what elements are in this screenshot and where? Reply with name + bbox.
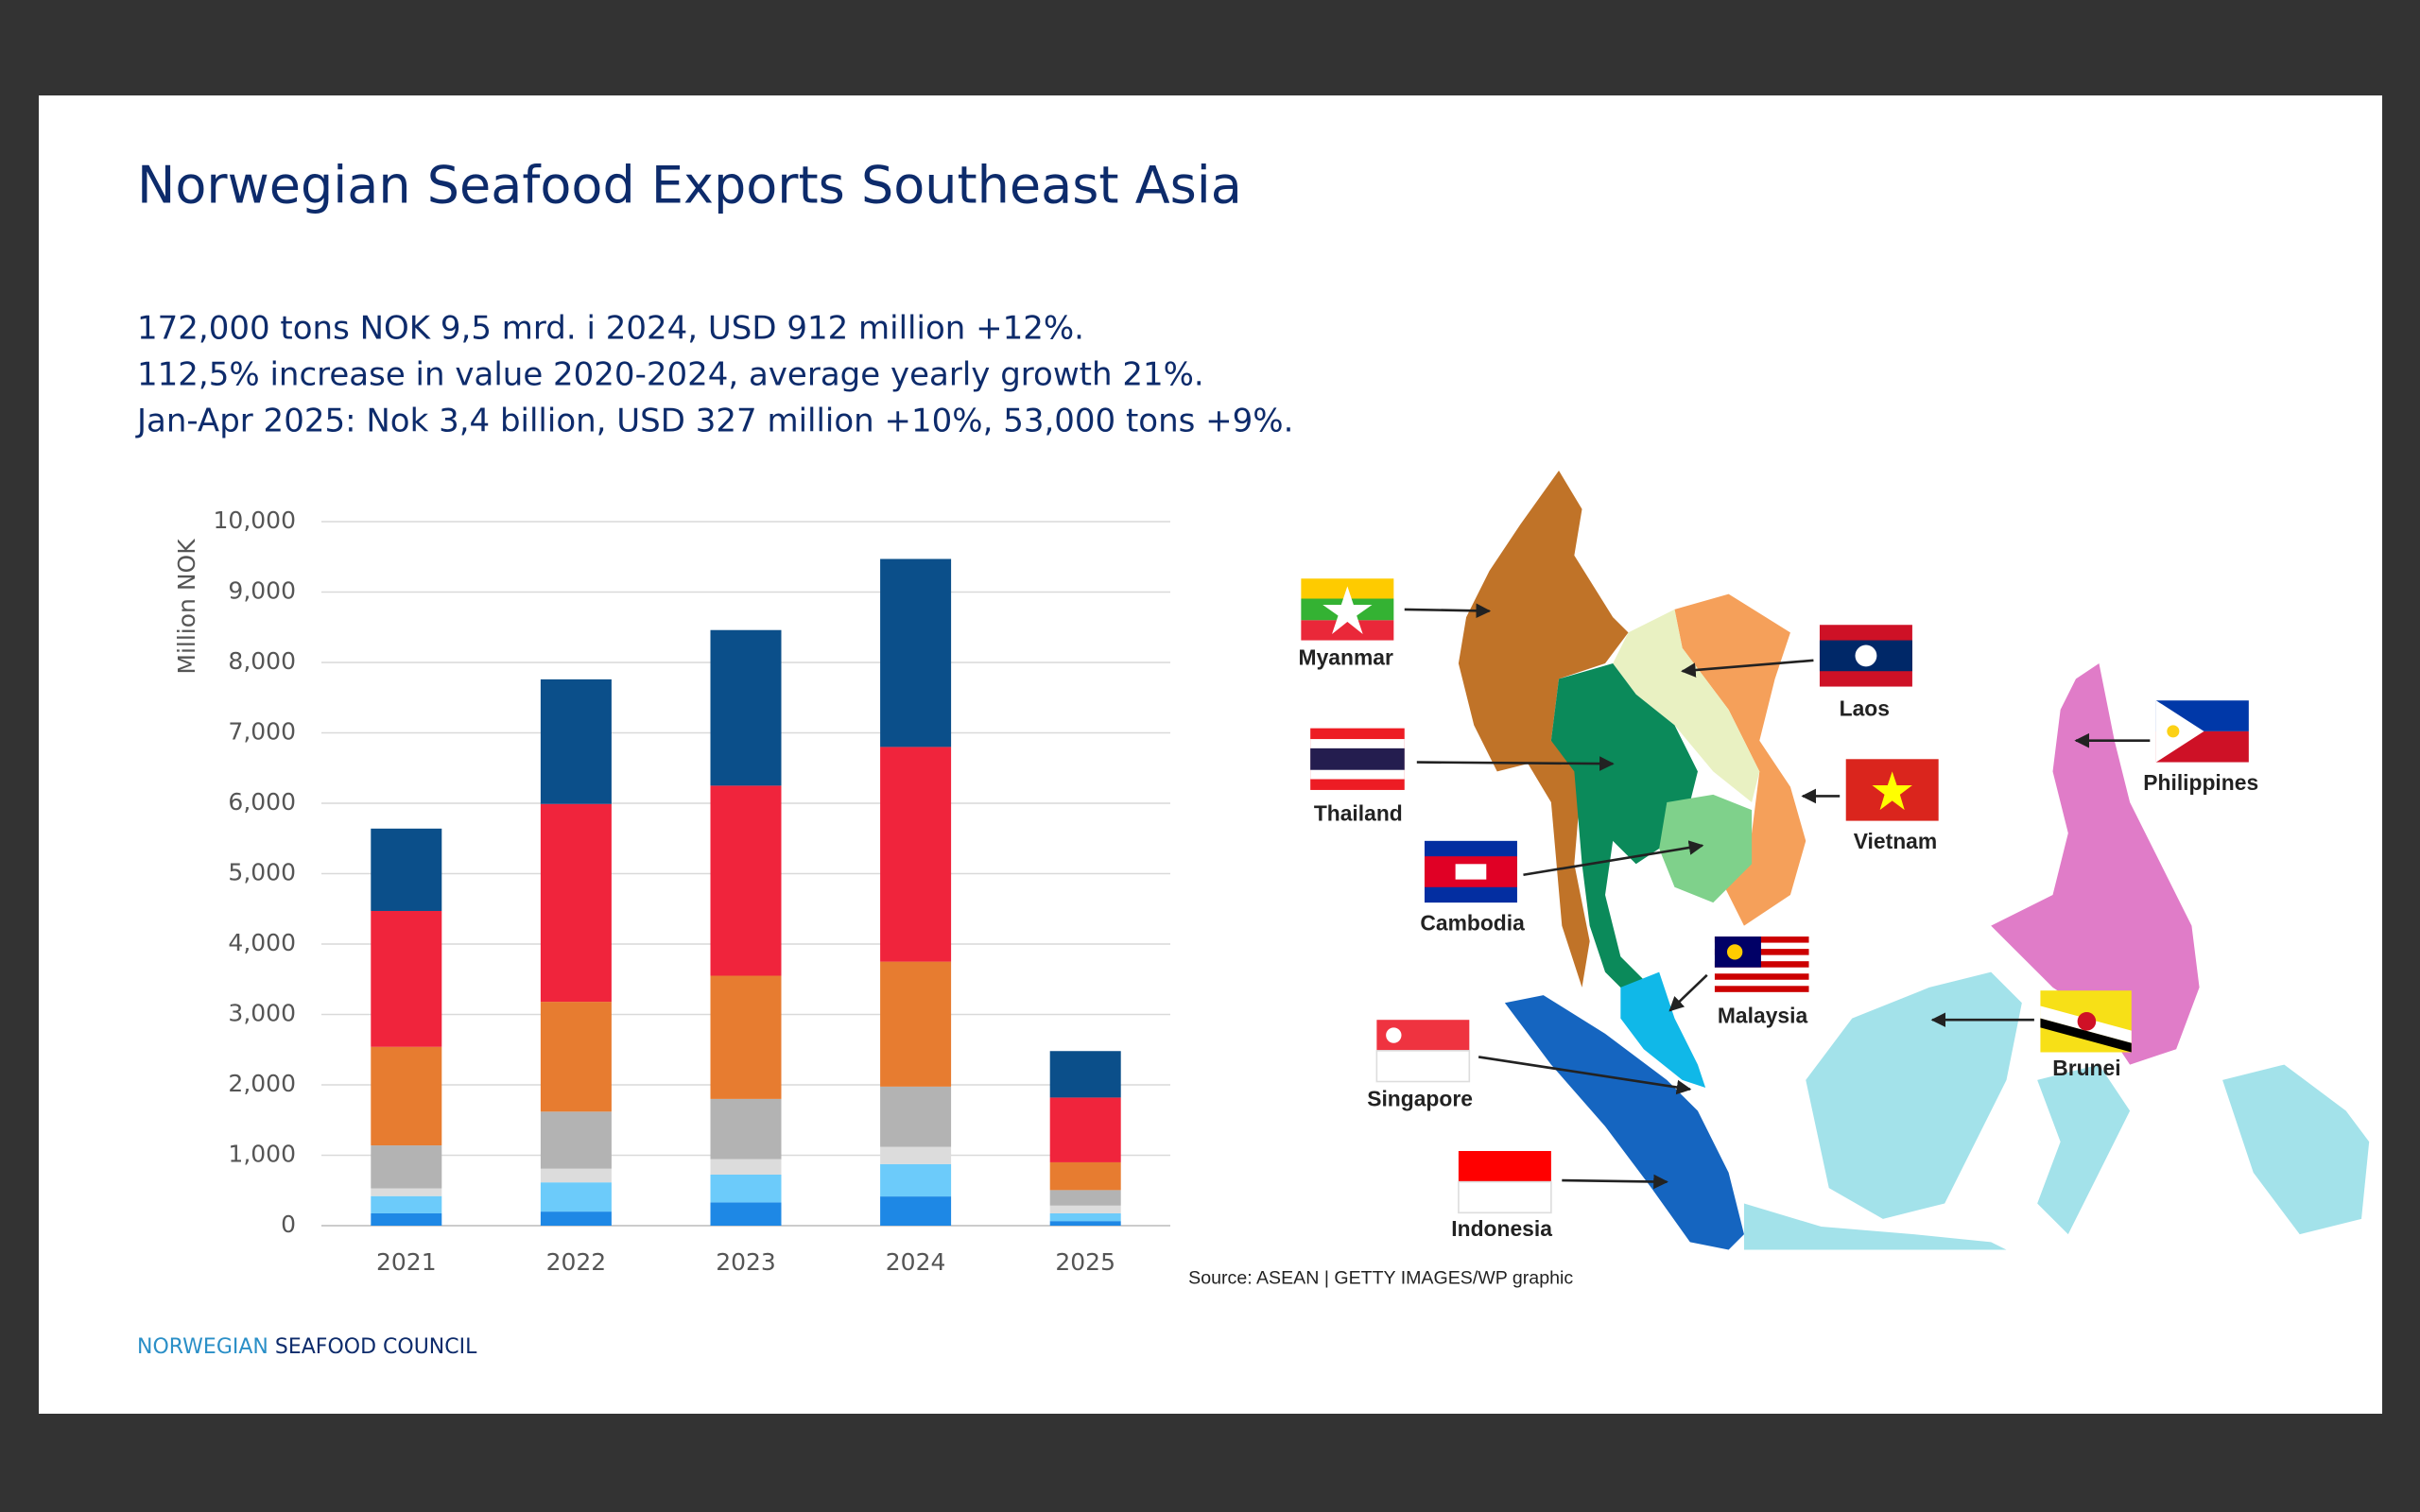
bar-segment: [371, 910, 442, 1047]
bar-segment: [710, 1202, 782, 1226]
slide-title: Norwegian Seafood Exports Southeast Asia: [137, 156, 1242, 215]
flag: [1819, 625, 1912, 687]
flag: [1458, 1150, 1552, 1214]
bar-segment: [1049, 1212, 1121, 1222]
footer-brand: SEAFOOD COUNCIL: [275, 1335, 477, 1359]
source: Source: ASEAN | GETTY IMAGES/WP graphic: [1188, 1267, 1573, 1288]
bar-segment: [880, 1086, 952, 1147]
country-label: Brunei: [2052, 1056, 2120, 1080]
bar-segment: [1049, 1205, 1121, 1213]
bar-segment: [1049, 1190, 1121, 1206]
bar-segment: [710, 1174, 782, 1203]
bar-segment: [371, 1195, 442, 1213]
bar-segment: [1049, 1161, 1121, 1191]
x-tick-label: 2023: [716, 1248, 776, 1276]
myanmar: [1458, 470, 1629, 988]
bar-segment: [540, 1211, 612, 1226]
bar-segment: [710, 629, 782, 786]
country-label: Malaysia: [1718, 1003, 1808, 1027]
bar-segment: [880, 1196, 952, 1226]
bar-segment: [540, 1002, 612, 1112]
bar-segment: [371, 828, 442, 911]
y-tick-label: 0: [281, 1211, 296, 1238]
bar-segment: [710, 785, 782, 976]
sulawesi: [2037, 1064, 2131, 1235]
x-tick-label: 2025: [1055, 1248, 1115, 1276]
y-tick-label: 8,000: [228, 647, 296, 675]
y-tick-label: 3,000: [228, 1000, 296, 1027]
y-axis-label: Million NOK: [173, 539, 200, 675]
flag: [1424, 840, 1517, 903]
bar-segment: [710, 1159, 782, 1175]
papua: [2222, 1064, 2370, 1235]
bar-segment: [540, 679, 612, 804]
country-label: Laos: [1840, 696, 1890, 721]
bar-segment: [880, 558, 952, 747]
vietnam: [1674, 593, 1806, 926]
malaysia: [1620, 971, 1706, 1089]
country-label: Indonesia: [1451, 1216, 1552, 1241]
country-label: Vietnam: [1854, 829, 1937, 853]
bar-segment: [371, 1145, 442, 1189]
map: Myanmar Laos Thailand Vietnam Philippine…: [1188, 470, 2370, 1288]
bar-segment: [880, 961, 952, 1087]
chart: 0 1,000 2,000 3,000 4,000 5,000 6,000 7,000 8,00…: [173, 507, 1170, 1276]
y-tick-label: 2,000: [228, 1070, 296, 1097]
flag: [1301, 578, 1394, 641]
x-tick-label: 2024: [886, 1248, 946, 1276]
country-label: Cambodia: [1420, 911, 1525, 936]
bar-segment: [1049, 1221, 1121, 1226]
x-tick-label: 2022: [546, 1248, 607, 1276]
country-label: Singapore: [1367, 1087, 1473, 1111]
bar-segment: [710, 975, 782, 1099]
country-label: Philippines: [2143, 770, 2258, 795]
arrows: [1404, 603, 2151, 1190]
y-tick-label: 6,000: [228, 788, 296, 816]
cambodia: [1659, 794, 1753, 903]
thailand: [1550, 663, 1698, 1004]
bar-segment: [371, 1188, 442, 1196]
sumatra: [1504, 995, 1744, 1250]
y-tick-label: 10,000: [214, 507, 296, 534]
y-tick-label: 9,000: [228, 577, 296, 605]
flag: [2155, 700, 2249, 763]
flag: [1845, 759, 1939, 821]
text-line: 112,5% increase in value 2020-2024, aver…: [137, 356, 1204, 394]
bar-segment: [710, 1098, 782, 1160]
bar-segment: [540, 1182, 612, 1212]
bar-segment: [371, 1046, 442, 1146]
borneo: [1806, 971, 2022, 1219]
flag: [1714, 936, 1809, 999]
flag: [1310, 728, 1405, 790]
y-tick-label: 5,000: [228, 859, 296, 886]
bar-segment: [540, 1168, 612, 1183]
laos: [1613, 609, 1760, 803]
java: [1743, 1203, 2007, 1250]
bar-segment: [880, 1146, 952, 1164]
bar-segment: [880, 747, 952, 962]
bar-segment: [1049, 1051, 1121, 1098]
y-tick-label: 1,000: [228, 1141, 296, 1168]
bar-segment: [880, 1163, 952, 1197]
bar-segment: [540, 1111, 612, 1169]
footer-brand: NORWEGIAN: [137, 1335, 268, 1359]
philippines: [1991, 663, 2200, 1065]
flag: [2040, 990, 2132, 1053]
y-tick-label: 7,000: [228, 718, 296, 746]
flag: [1375, 1020, 1471, 1083]
y-tick-label: 4,000: [228, 929, 296, 956]
x-tick-label: 2021: [376, 1248, 437, 1276]
country-label: Myanmar: [1299, 645, 1393, 670]
country-label: Thailand: [1314, 801, 1403, 826]
bar-segment: [1049, 1097, 1121, 1162]
bar-segment: [371, 1212, 442, 1226]
text-line: Jan-Apr 2025: Nok 3,4 billion, USD 327 m…: [135, 403, 1293, 440]
footer: NORWEGIAN SEAFOOD COUNCIL: [137, 1335, 477, 1359]
text-line: 172,000 tons NOK 9,5 mrd. i 2024, USD 91…: [137, 310, 1084, 348]
bar-segment: [540, 803, 612, 1003]
